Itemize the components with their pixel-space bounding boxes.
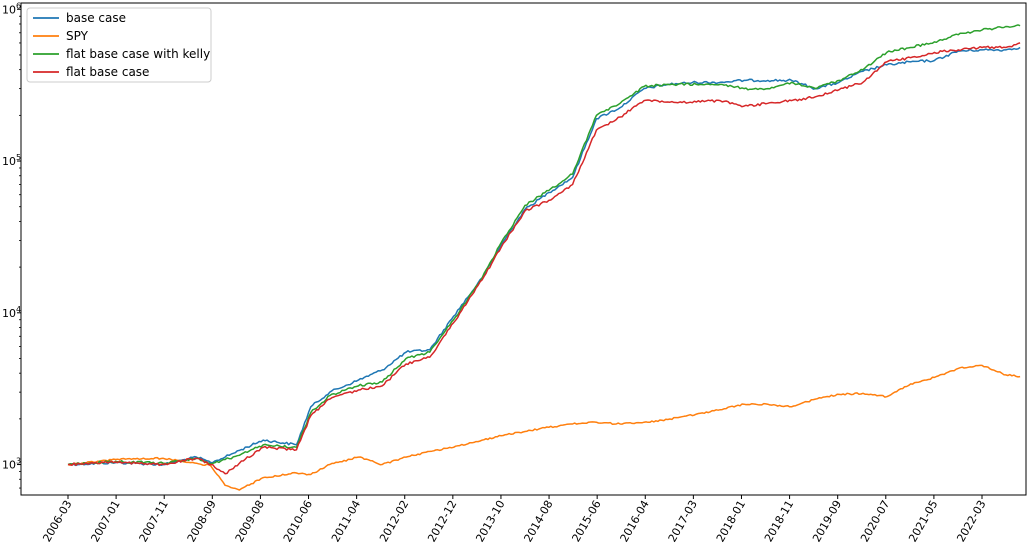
legend: base case SPY flat base case with kelly fla… [26,7,212,83]
plot-frame [20,2,1027,496]
x-tick-label-17: 2019-09 [810,498,844,544]
y-axis: 103 104 105 106 [2,1,21,489]
x-tick-label-6: 2010-06 [281,498,315,544]
y-tick-label-1: 103 [2,457,21,472]
x-tick-label-1: 2006-03 [40,498,74,544]
y-tick-label-2: 104 [2,305,21,320]
x-tick-label-8: 2012-02 [377,498,411,544]
series-line-2 [67,364,1021,491]
x-tick-label-18: 2020-07 [858,498,892,544]
axes-layer [20,2,1027,496]
x-tick-label-15: 2018-01 [714,498,748,544]
series-line-1 [67,46,1021,467]
x-tick-label-12: 2015-06 [570,498,604,544]
x-tick-label-2: 2007-01 [88,498,122,544]
x-tick-label-20: 2022-03 [954,498,988,544]
x-tick-label-11: 2014-08 [521,498,555,544]
x-tick-label-3: 2007-11 [137,498,171,544]
x-axis: 2006-03 2007-01 2007-11 2008-09 2009-08 2010-… [40,495,989,544]
x-tick-label-7: 2011-04 [329,498,363,544]
x-tick-label-9: 2012-12 [425,498,459,544]
y-tick-label-4: 106 [2,1,21,16]
x-tick-label-5: 2009-08 [233,498,267,544]
series-layer [67,24,1021,491]
y-tick-label-3: 105 [2,153,21,168]
series-line-3 [67,24,1021,466]
series-line-4 [68,42,1021,475]
x-tick-label-19: 2021-05 [906,498,940,544]
legend-label-3: flat base case with kelly [66,47,210,61]
legend-label-1: base case [66,11,126,25]
legend-label-2: SPY [66,29,89,43]
plot-area [21,3,1026,495]
x-tick-label-13: 2016-04 [618,498,652,544]
legend-box [26,7,212,83]
legend-label-4: flat base case [66,65,149,79]
x-tick-label-4: 2008-09 [185,498,219,544]
x-tick-label-14: 2017-03 [666,498,700,544]
x-tick-label-16: 2018-11 [762,498,796,544]
x-tick-label-10: 2013-10 [473,498,507,544]
